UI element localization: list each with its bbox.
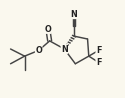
Text: F: F <box>96 58 101 67</box>
Text: N: N <box>71 10 78 19</box>
Text: O: O <box>35 46 42 55</box>
Text: O: O <box>44 24 51 34</box>
Text: N: N <box>61 44 68 54</box>
Text: F: F <box>96 46 101 55</box>
